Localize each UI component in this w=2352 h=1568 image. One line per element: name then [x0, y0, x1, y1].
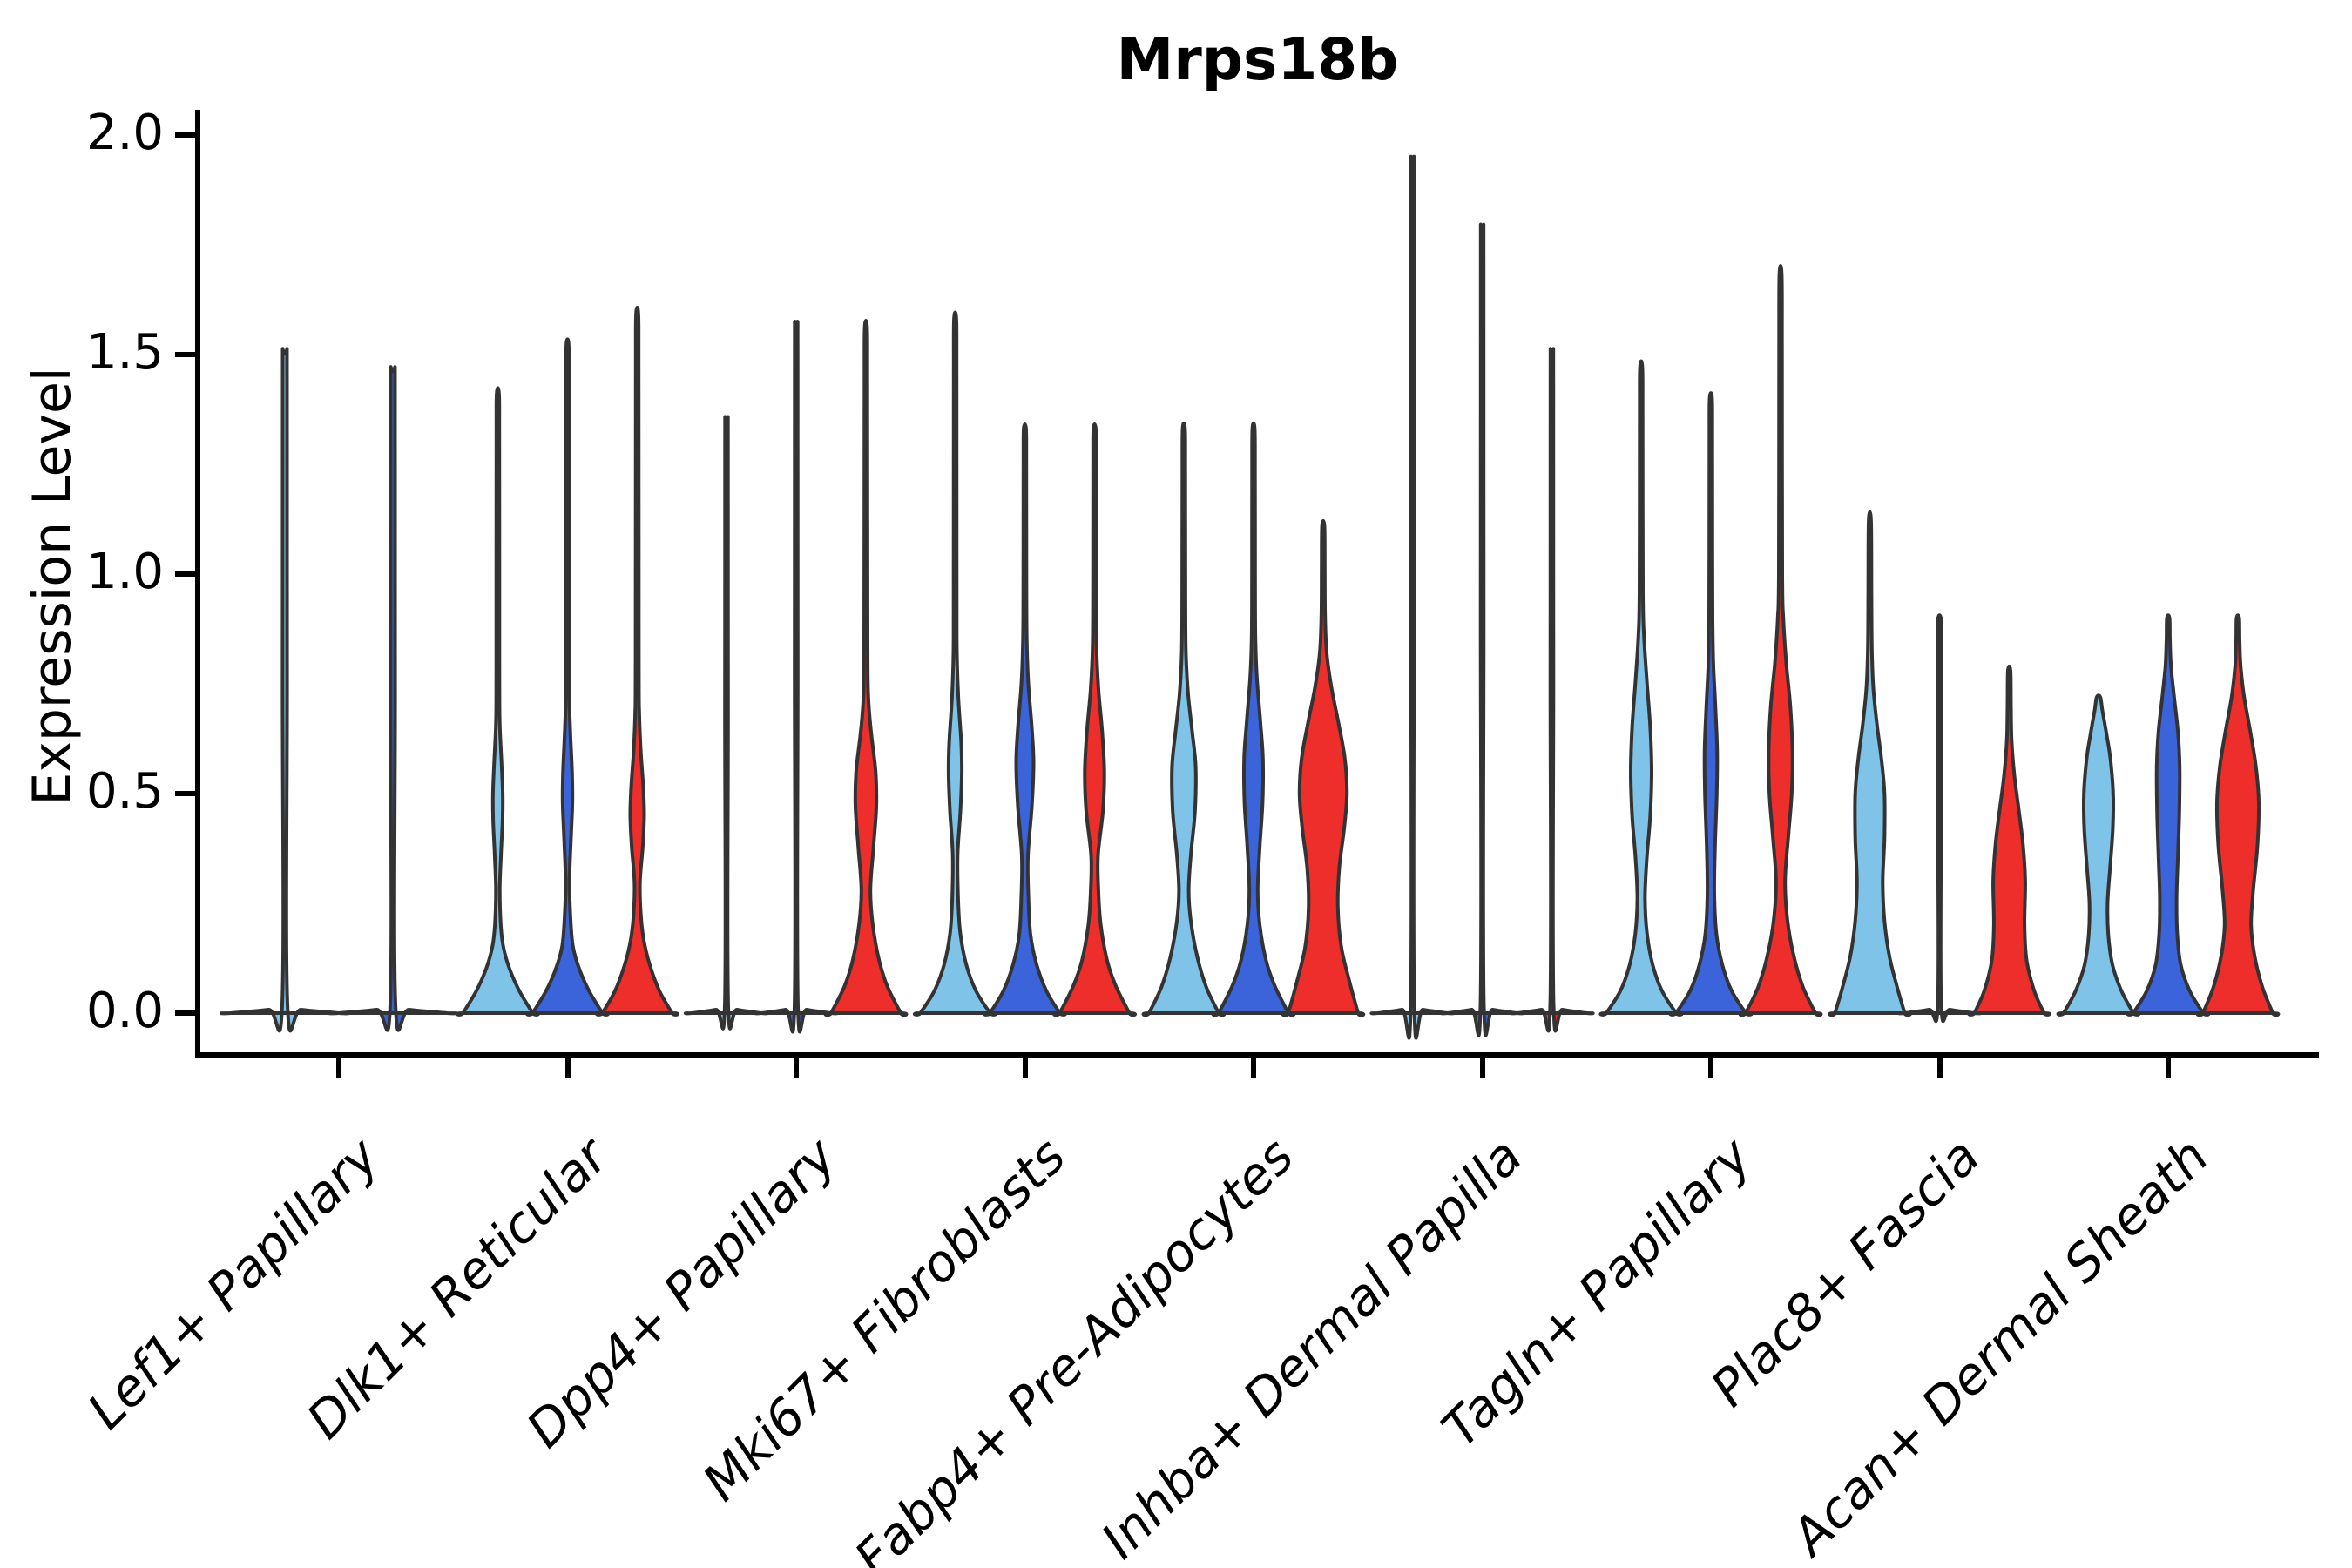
- violin-6-dark_blue: [1668, 391, 1754, 1017]
- x-tick-mark: [1251, 1056, 1256, 1078]
- violin-2-light_blue: [683, 415, 770, 1031]
- violin-8-light_blue: [2056, 693, 2141, 1017]
- violin-3-light_blue: [912, 310, 998, 1017]
- y-tick-mark: [175, 791, 196, 796]
- y-tick-label: 0.5: [85, 763, 164, 820]
- violin-5-red: [1509, 347, 1595, 1033]
- y-tick-mark: [175, 352, 196, 357]
- violin-2-red: [823, 318, 909, 1017]
- violin-3-dark_blue: [982, 422, 1068, 1017]
- violin-8-dark_blue: [2126, 613, 2211, 1017]
- violin-5-light_blue: [1369, 154, 1456, 1040]
- y-axis-spine: [195, 110, 200, 1058]
- violin-6-red: [1738, 263, 1823, 1017]
- chart-title: Mrps18b: [1116, 26, 1399, 93]
- violin-6-light_blue: [1598, 359, 1684, 1017]
- violin-5-dark_blue: [1439, 222, 1525, 1037]
- violin-1-light_blue: [455, 386, 541, 1017]
- y-tick-label: 0.0: [85, 983, 164, 1039]
- violin-7-red: [1967, 664, 2051, 1017]
- x-tick-label: Fabp4+ Pre-Adipocytes: [843, 1126, 1306, 1568]
- violin-4-light_blue: [1141, 421, 1227, 1017]
- y-tick-mark: [175, 1010, 196, 1016]
- y-tick-mark: [175, 132, 196, 138]
- x-tick-mark: [1708, 1056, 1713, 1078]
- violin-3-red: [1051, 422, 1138, 1017]
- violin-2-dark_blue: [753, 320, 840, 1034]
- violin-7-light_blue: [1828, 510, 1912, 1017]
- violin-7-dark_blue: [1896, 613, 1983, 1024]
- violin-0-dark_blue: [328, 365, 458, 1032]
- x-tick-mark: [564, 1056, 571, 1078]
- violin-1-dark_blue: [524, 337, 611, 1017]
- y-tick-label: 1.0: [85, 544, 164, 600]
- x-tick-mark: [2166, 1056, 2171, 1078]
- x-tick-label: Inhba+ Dermal Papilla: [1090, 1126, 1534, 1568]
- violin-8-red: [2195, 613, 2281, 1017]
- y-tick-label: 2.0: [85, 105, 164, 161]
- x-tick-mark: [1936, 1056, 1943, 1078]
- violins-canvas: [220, 154, 2281, 1040]
- x-axis-spine: [195, 1052, 2319, 1058]
- y-tick-mark: [175, 571, 196, 577]
- violin-4-dark_blue: [1211, 421, 1296, 1017]
- x-tick-mark: [1022, 1056, 1028, 1078]
- x-tick-label: Acan+ Dermal Sheath: [1780, 1126, 2220, 1567]
- x-tick-mark: [1479, 1056, 1485, 1078]
- violin-1-red: [595, 305, 679, 1017]
- violin-4-red: [1281, 518, 1366, 1017]
- x-tick-mark: [336, 1056, 341, 1078]
- x-tick-mark: [794, 1056, 799, 1078]
- y-tick-label: 1.5: [85, 324, 164, 381]
- violin-0-light_blue: [220, 347, 350, 1033]
